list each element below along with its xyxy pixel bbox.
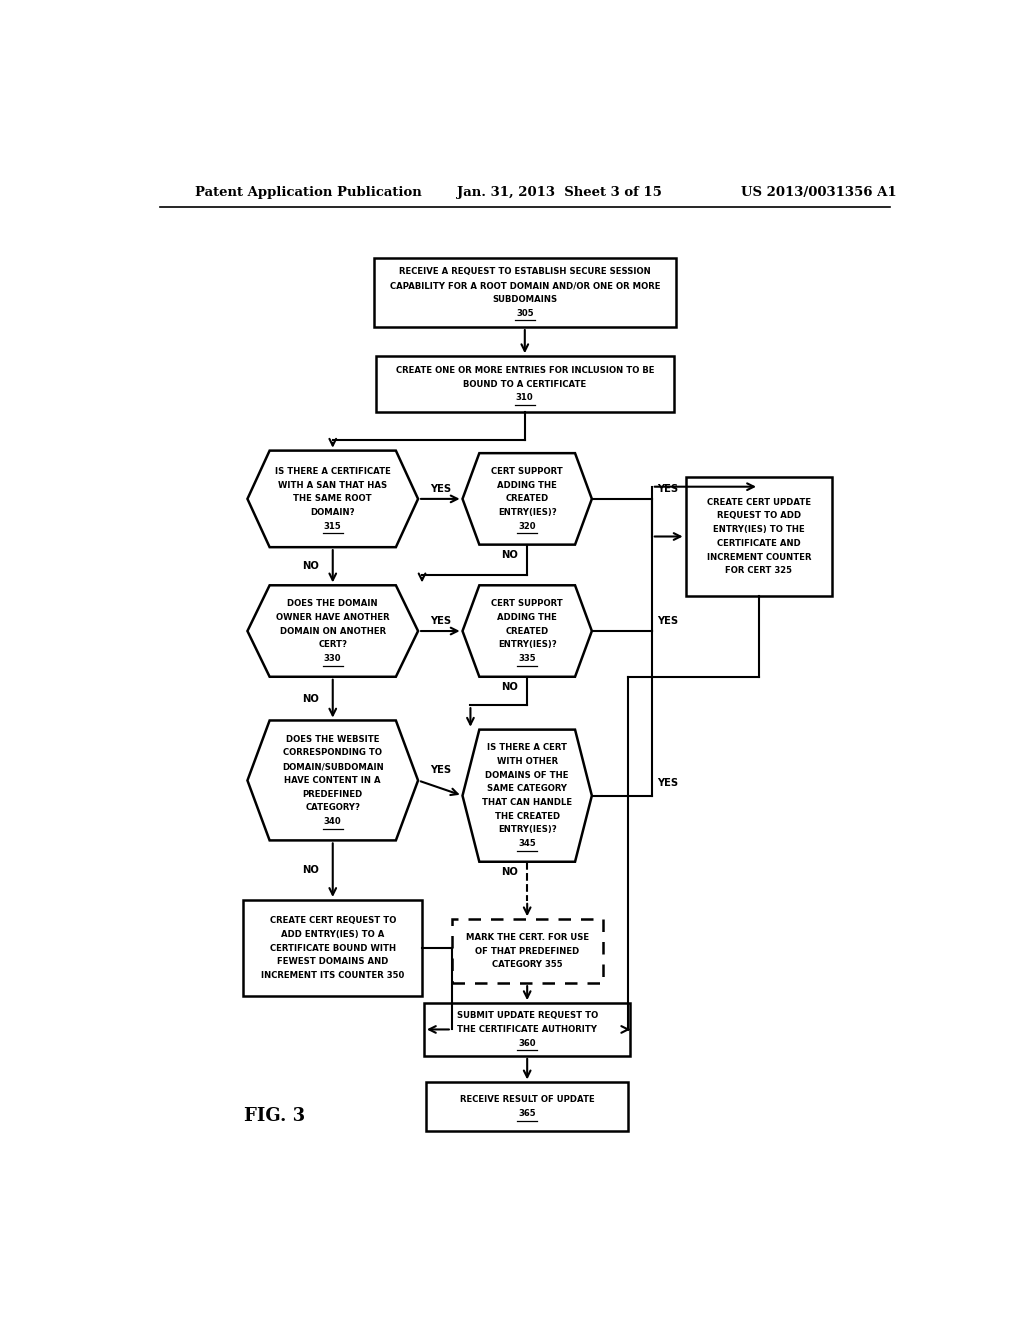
Text: YES: YES [657, 483, 678, 494]
Text: WITH A SAN THAT HAS: WITH A SAN THAT HAS [279, 480, 387, 490]
Text: DOES THE WEBSITE: DOES THE WEBSITE [286, 735, 380, 743]
Text: 305: 305 [516, 309, 534, 318]
Text: CREATE CERT UPDATE: CREATE CERT UPDATE [707, 498, 811, 507]
Text: 340: 340 [324, 817, 342, 826]
Text: 360: 360 [518, 1039, 536, 1048]
Text: THE CERTIFICATE AUTHORITY: THE CERTIFICATE AUTHORITY [457, 1024, 597, 1034]
Text: 330: 330 [324, 653, 342, 663]
Text: OF THAT PREDEFINED: OF THAT PREDEFINED [475, 946, 580, 956]
Polygon shape [463, 585, 592, 677]
Text: 310: 310 [516, 393, 534, 403]
Text: 315: 315 [324, 521, 342, 531]
FancyBboxPatch shape [244, 900, 422, 997]
Text: CATEGORY?: CATEGORY? [305, 804, 360, 812]
Polygon shape [248, 450, 418, 548]
Text: CAPABILITY FOR A ROOT DOMAIN AND/OR ONE OR MORE: CAPABILITY FOR A ROOT DOMAIN AND/OR ONE … [389, 281, 660, 290]
Text: US 2013/0031356 A1: US 2013/0031356 A1 [740, 186, 896, 199]
Text: CREATE CERT REQUEST TO: CREATE CERT REQUEST TO [269, 916, 396, 925]
Text: CORRESPONDING TO: CORRESPONDING TO [284, 748, 382, 758]
Text: YES: YES [430, 616, 451, 626]
FancyBboxPatch shape [685, 477, 833, 597]
Text: Jan. 31, 2013  Sheet 3 of 15: Jan. 31, 2013 Sheet 3 of 15 [458, 186, 663, 199]
Text: 335: 335 [518, 653, 536, 663]
Text: CREATED: CREATED [506, 627, 549, 635]
Text: ENTRY(IES) TO THE: ENTRY(IES) TO THE [713, 525, 805, 535]
Text: WITH OTHER: WITH OTHER [497, 756, 558, 766]
Text: CERTIFICATE BOUND WITH: CERTIFICATE BOUND WITH [269, 944, 396, 953]
Text: RECEIVE RESULT OF UPDATE: RECEIVE RESULT OF UPDATE [460, 1096, 595, 1105]
Text: NO: NO [302, 561, 318, 572]
Text: ADDING THE: ADDING THE [498, 480, 557, 490]
Text: THAT CAN HANDLE: THAT CAN HANDLE [482, 799, 572, 807]
Text: YES: YES [657, 779, 678, 788]
Text: DOMAIN/SUBDOMAIN: DOMAIN/SUBDOMAIN [282, 762, 384, 771]
Text: FIG. 3: FIG. 3 [245, 1107, 305, 1125]
Text: DOMAINS OF THE: DOMAINS OF THE [485, 771, 569, 780]
Text: SUBDOMAINS: SUBDOMAINS [493, 294, 557, 304]
Text: ENTRY(IES)?: ENTRY(IES)? [498, 640, 557, 649]
Polygon shape [248, 585, 418, 677]
Text: 320: 320 [518, 521, 536, 531]
Polygon shape [463, 453, 592, 545]
FancyBboxPatch shape [424, 1003, 631, 1056]
Text: FOR CERT 325: FOR CERT 325 [725, 566, 793, 576]
Text: CERT SUPPORT: CERT SUPPORT [492, 599, 563, 609]
Text: IS THERE A CERTIFICATE: IS THERE A CERTIFICATE [274, 467, 391, 477]
Text: ENTRY(IES)?: ENTRY(IES)? [498, 825, 557, 834]
FancyBboxPatch shape [426, 1082, 629, 1131]
Text: Patent Application Publication: Patent Application Publication [196, 186, 422, 199]
Text: SAME CATEGORY: SAME CATEGORY [487, 784, 567, 793]
Text: NO: NO [502, 550, 518, 560]
Text: INCREMENT ITS COUNTER 350: INCREMENT ITS COUNTER 350 [261, 972, 404, 979]
Text: IS THERE A CERT: IS THERE A CERT [487, 743, 567, 752]
FancyBboxPatch shape [374, 257, 676, 327]
Polygon shape [463, 730, 592, 862]
Text: ENTRY(IES)?: ENTRY(IES)? [498, 508, 557, 517]
Text: THE CREATED: THE CREATED [495, 812, 560, 821]
Text: NO: NO [502, 867, 518, 876]
Text: BOUND TO A CERTIFICATE: BOUND TO A CERTIFICATE [463, 380, 587, 388]
Text: YES: YES [430, 483, 451, 494]
Text: ADDING THE: ADDING THE [498, 612, 557, 622]
Text: SUBMIT UPDATE REQUEST TO: SUBMIT UPDATE REQUEST TO [457, 1011, 598, 1020]
Text: CERT SUPPORT: CERT SUPPORT [492, 467, 563, 477]
Text: CATEGORY 355: CATEGORY 355 [492, 961, 562, 969]
Text: CREATED: CREATED [506, 495, 549, 503]
Text: CERT?: CERT? [318, 640, 347, 649]
Text: MARK THE CERT. FOR USE: MARK THE CERT. FOR USE [466, 933, 589, 942]
Text: HAVE CONTENT IN A: HAVE CONTENT IN A [285, 776, 381, 785]
Text: CERTIFICATE AND: CERTIFICATE AND [717, 539, 801, 548]
Text: INCREMENT COUNTER: INCREMENT COUNTER [707, 553, 811, 561]
Polygon shape [248, 721, 418, 841]
Text: NO: NO [302, 693, 318, 704]
Text: REQUEST TO ADD: REQUEST TO ADD [717, 511, 801, 520]
Text: 365: 365 [518, 1109, 536, 1118]
Text: NO: NO [302, 865, 318, 875]
Text: YES: YES [657, 616, 678, 626]
Text: 345: 345 [518, 840, 536, 849]
Text: DOMAIN?: DOMAIN? [310, 508, 355, 517]
Text: CREATE ONE OR MORE ENTRIES FOR INCLUSION TO BE: CREATE ONE OR MORE ENTRIES FOR INCLUSION… [395, 366, 654, 375]
FancyBboxPatch shape [376, 356, 674, 412]
Text: NO: NO [502, 682, 518, 692]
FancyBboxPatch shape [452, 919, 602, 983]
Text: FEWEST DOMAINS AND: FEWEST DOMAINS AND [278, 957, 388, 966]
Text: DOMAIN ON ANOTHER: DOMAIN ON ANOTHER [280, 627, 386, 635]
Text: ADD ENTRY(IES) TO A: ADD ENTRY(IES) TO A [281, 929, 384, 939]
Text: DOES THE DOMAIN: DOES THE DOMAIN [288, 599, 378, 609]
Text: RECEIVE A REQUEST TO ESTABLISH SECURE SESSION: RECEIVE A REQUEST TO ESTABLISH SECURE SE… [399, 268, 650, 276]
Text: OWNER HAVE ANOTHER: OWNER HAVE ANOTHER [275, 612, 389, 622]
Text: PREDEFINED: PREDEFINED [303, 789, 362, 799]
Text: YES: YES [430, 766, 451, 775]
Text: THE SAME ROOT: THE SAME ROOT [294, 495, 372, 503]
